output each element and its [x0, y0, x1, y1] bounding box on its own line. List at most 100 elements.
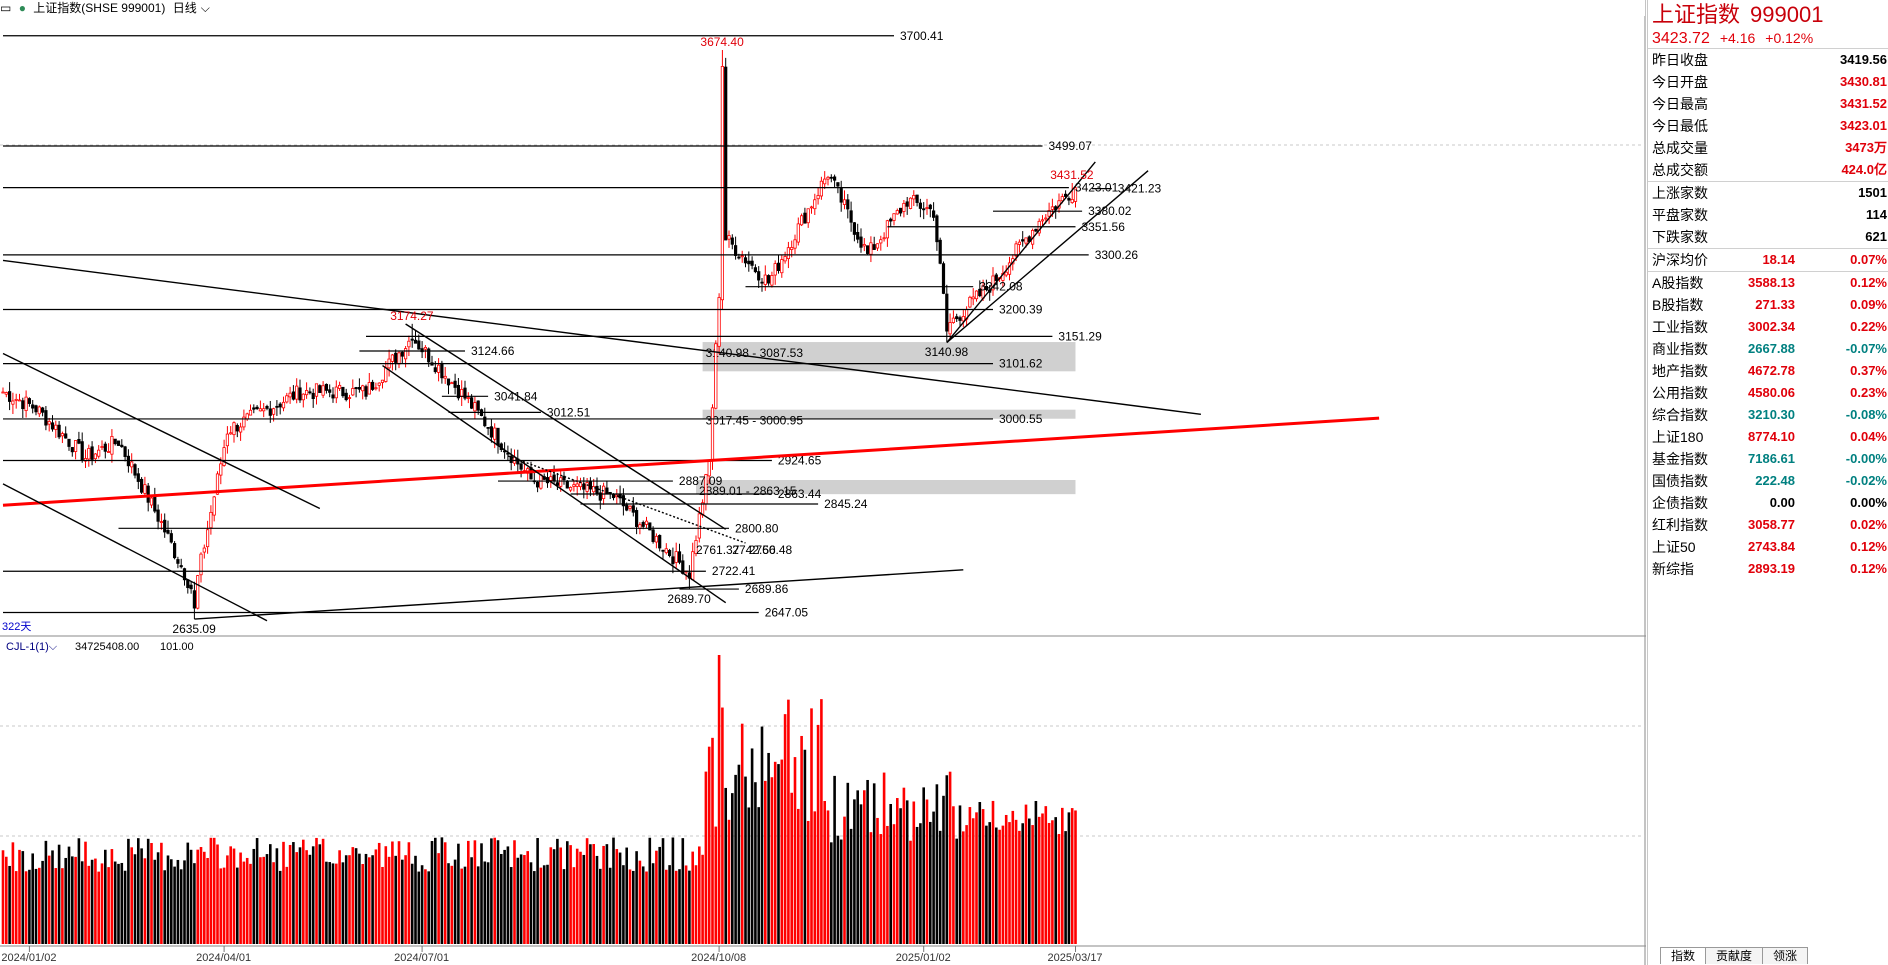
volume-bar: [100, 863, 104, 944]
candle-body: [364, 386, 368, 397]
candle-body: [767, 275, 771, 284]
chart-header: ▭ ● 上证指数(SHSE 999001) 日线 ⌵: [0, 0, 1645, 16]
volume-bar: [335, 863, 338, 944]
candle-body: [136, 473, 140, 482]
volume-bar: [734, 774, 737, 944]
volume-bar: [549, 847, 553, 944]
level-label: 2845.24: [824, 497, 868, 511]
candle-body: [496, 427, 500, 446]
period-selector[interactable]: 日线 ⌵: [172, 1, 210, 15]
volume-bar: [513, 840, 516, 944]
volume-bar: [780, 759, 784, 944]
volume-bar: [562, 869, 566, 944]
index-row[interactable]: 国债指数 222.48 -0.02%: [1648, 470, 1888, 492]
volume-bar: [773, 761, 777, 944]
candle-body: [846, 199, 850, 210]
candle-body: [885, 220, 890, 239]
index-row[interactable]: 红利指数 3058.77 0.02%: [1648, 514, 1888, 536]
volume-bar: [87, 865, 91, 944]
candle-body: [489, 426, 494, 438]
volume-bar: [199, 847, 203, 944]
index-row[interactable]: 企债指数 0.00 0.00%: [1648, 492, 1888, 514]
candle-body: [648, 522, 652, 531]
volume-bar: [110, 849, 114, 944]
tab-1[interactable]: 贡献度: [1705, 947, 1764, 964]
candle-body: [337, 384, 342, 389]
volume-bar: [219, 868, 223, 944]
index-row[interactable]: 上证180 8774.10 0.04%: [1648, 426, 1888, 448]
candle-body: [760, 281, 764, 284]
candle-body: [1021, 239, 1025, 242]
candle-body: [747, 260, 751, 265]
candle-body: [242, 416, 246, 428]
index-value: 4672.78: [1748, 363, 1795, 378]
volume-bar: [391, 841, 394, 944]
volume-bar: [572, 867, 576, 944]
candle-body: [17, 399, 22, 402]
candle-body: [258, 408, 263, 412]
candle-body: [466, 397, 470, 399]
volume-bar: [826, 810, 830, 944]
candle-body: [856, 231, 860, 240]
index-row[interactable]: 公用指数 4580.06 0.23%: [1648, 382, 1888, 404]
volume-bar: [259, 857, 262, 944]
candle-body: [549, 476, 553, 481]
window-icon[interactable]: ▭: [0, 1, 12, 15]
volume-bar: [803, 749, 807, 944]
index-pct: -0.02%: [1845, 473, 1887, 488]
volume-bar: [995, 827, 998, 944]
candle-body: [908, 197, 913, 209]
index-row[interactable]: 工业指数 3002.34 0.22%: [1648, 316, 1888, 338]
volume-bar: [806, 820, 810, 944]
volume-bar: [216, 844, 219, 944]
candle-body: [100, 446, 104, 448]
stat-value: 3423.01: [1840, 118, 1887, 133]
candle-body: [625, 504, 629, 511]
volume-bar: [1011, 810, 1015, 944]
volume-bar: [186, 842, 190, 944]
candle-body: [585, 482, 589, 492]
volume-bar: [671, 837, 675, 944]
volume-bar: [731, 793, 734, 944]
volume-bar: [344, 855, 348, 944]
volume-value: 34725408.00: [75, 641, 139, 653]
candle-body: [34, 405, 38, 413]
volume-bar: [843, 816, 846, 944]
volume-bar: [137, 838, 140, 944]
volume-bar: [678, 869, 681, 944]
volume-bar: [245, 857, 249, 944]
index-row[interactable]: 综合指数 3210.30 -0.08%: [1648, 404, 1888, 426]
index-row[interactable]: 基金指数 7186.61 -0.00%: [1648, 448, 1888, 470]
candle-body: [740, 255, 744, 258]
candle-body: [295, 385, 299, 400]
index-row[interactable]: 地产指数 4672.78 0.37%: [1648, 360, 1888, 382]
volume-bar: [519, 854, 523, 944]
volume-bar: [209, 837, 213, 944]
candle-body: [734, 245, 738, 256]
candle-body: [433, 367, 437, 373]
volume-bar: [1001, 825, 1005, 944]
tab-2[interactable]: 领涨: [1762, 947, 1809, 964]
candle-body: [720, 66, 725, 301]
index-row[interactable]: 上证50 2743.84 0.12%: [1648, 536, 1888, 558]
price-change-pct: +0.12%: [1765, 30, 1814, 46]
index-value: 0.00: [1769, 495, 1795, 510]
volume-bar: [500, 853, 503, 944]
volume-bar: [592, 844, 595, 944]
candle-body: [265, 406, 269, 409]
volume-bar: [239, 852, 242, 944]
index-row[interactable]: B股指数 271.33 0.09%: [1648, 294, 1888, 316]
tab-0[interactable]: 指数: [1660, 947, 1707, 964]
candle-body: [186, 579, 190, 589]
volume-bar: [11, 842, 15, 944]
index-row[interactable]: 新综指 2893.19 0.12%: [1648, 558, 1888, 580]
volume-bar: [282, 841, 285, 944]
candle-body: [423, 347, 428, 350]
candle-body: [961, 316, 965, 322]
index-row[interactable]: 商业指数 2667.88 -0.07%: [1648, 338, 1888, 360]
volume-bar: [1044, 806, 1048, 944]
index-row[interactable]: A股指数 3588.13 0.12%: [1648, 272, 1888, 294]
key-point-label: 3140.98: [925, 345, 969, 359]
candle-body: [866, 245, 870, 254]
